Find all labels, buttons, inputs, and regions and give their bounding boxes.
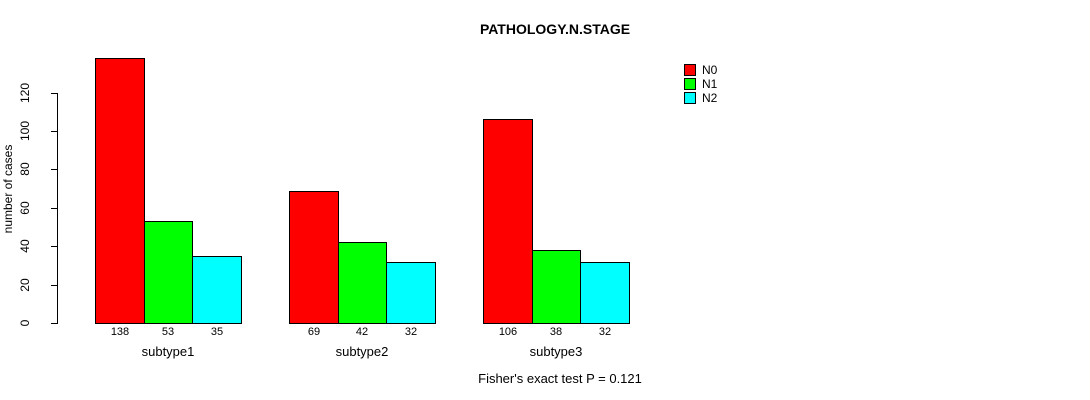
bar-n2-subtype3 [580,262,630,324]
y-tick-label: 80 [18,162,32,176]
y-tick-label: 20 [18,278,32,292]
legend-row-n1: N1 [684,77,717,91]
y-tick-label: 120 [18,82,32,104]
chart-title: PATHOLOGY.N.STAGE [479,21,631,37]
y-tick-label: 0 [18,319,32,327]
footer-note: Fisher's exact test P = 0.121 [478,371,642,386]
bar-value-label: 53 [161,326,175,338]
bar-n0-subtype1 [95,58,145,324]
y-axis-line [57,93,58,324]
legend-label: N0 [702,63,718,77]
bar-n1-subtype3 [532,250,581,324]
bar-value-label: 38 [549,326,563,338]
bar-value-label: 32 [404,326,418,338]
legend-row-n2: N2 [684,91,717,105]
bar-value-label: 32 [598,326,612,338]
y-tick-mark [51,323,57,324]
category-label-subtype3: subtype3 [529,344,583,359]
bar-value-label: 106 [498,326,518,338]
legend-swatch-n2-icon [684,92,696,104]
legend-row-n0: N0 [684,63,717,77]
legend-swatch-n1-icon [684,78,696,90]
y-tick-mark [51,131,57,132]
legend: N0 N1 N2 [684,63,717,105]
bar-value-label: 138 [110,326,130,338]
y-tick-mark [51,285,57,286]
y-tick-mark [51,93,57,94]
bar-n2-subtype1 [192,256,242,324]
bar-n0-subtype2 [289,191,339,324]
legend-swatch-n0-icon [684,64,696,76]
bar-n0-subtype3 [483,119,533,324]
legend-label: N1 [702,77,718,91]
y-tick-label: 60 [18,201,32,215]
y-tick-mark [51,208,57,209]
bar-value-label: 35 [210,326,224,338]
bar-value-label: 42 [355,326,369,338]
y-axis-label: number of cases [1,144,15,234]
y-tick-mark [51,246,57,247]
y-tick-mark [51,169,57,170]
legend-label: N2 [702,91,718,105]
y-tick-label: 100 [18,120,32,142]
bar-n1-subtype1 [144,221,193,324]
category-label-subtype2: subtype2 [335,344,389,359]
bar-n1-subtype2 [338,242,387,324]
category-label-subtype1: subtype1 [141,344,195,359]
y-tick-label: 40 [18,239,32,253]
bar-n2-subtype2 [386,262,436,324]
bar-value-label: 69 [307,326,321,338]
